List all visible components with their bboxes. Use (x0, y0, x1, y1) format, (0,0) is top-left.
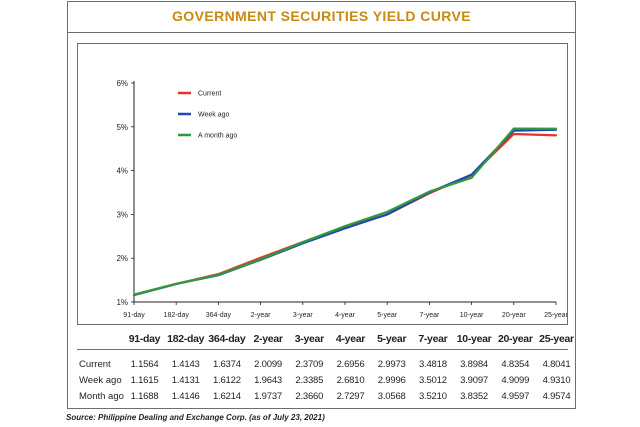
table-cell: 1.1615 (130, 375, 159, 386)
table-cell: 1.1688 (130, 391, 159, 402)
y-tick-label: 2% (116, 254, 128, 263)
x-tick-label: 182-day (164, 312, 190, 319)
table-cell: 2.9973 (377, 359, 406, 370)
table-column-header: 2-year (253, 333, 283, 345)
table-cell: 2.9996 (377, 375, 406, 386)
series-line-a-month-ago (132, 127, 558, 296)
table-cell: 3.8352 (460, 391, 489, 402)
table-cell: 4.9099 (501, 375, 530, 386)
table-column-header: 7-year (418, 333, 448, 345)
table-cell: 1.6374 (212, 359, 241, 370)
x-tick-label: 364-day (206, 312, 232, 319)
x-tick-label: 3-year (293, 312, 314, 319)
table-cell: 3.9097 (460, 375, 489, 386)
x-tick-label: 7-year (419, 312, 440, 319)
table-cell: 2.3660 (295, 391, 324, 402)
table-cell: 4.8041 (542, 359, 571, 370)
legend-label: Current (198, 91, 221, 98)
table-cell: 2.7297 (336, 391, 365, 402)
x-tick-label: 20-year (502, 312, 526, 319)
table-cell: 3.5012 (418, 375, 447, 386)
x-tick-label: 2-year (251, 312, 272, 319)
table-header-divider (77, 349, 568, 350)
chart-title: GOVERNMENT SECURITIES YIELD CURVE (172, 8, 471, 24)
table-column-header: 4-year (335, 333, 366, 345)
series-line-current (132, 132, 558, 297)
table-cell: 1.9643 (254, 375, 283, 386)
table-column-header: 364-day (208, 333, 246, 345)
table-cell: 4.8354 (501, 359, 530, 370)
table-cell: 3.8984 (460, 359, 489, 370)
table-cell: 3.5210 (418, 391, 447, 402)
table-row: Week ago 1.1615 1.4131 1.6122 1.9643 2.3385 2.… (77, 375, 571, 389)
legend-label: A month ago (198, 133, 237, 140)
yield-curve-chart: 1% 2% 3% 4% 5% 6% 91-day 182-day 364-day 2-year 3-… (116, 79, 567, 319)
table-column-header: 25-year (539, 333, 574, 345)
table-column-header: 182-day (167, 333, 205, 345)
y-tick-label: 6% (116, 79, 128, 88)
table-column-header: 20-year (497, 333, 533, 345)
table-cell: 1.1564 (130, 359, 159, 370)
table-cell: 1.9737 (254, 391, 283, 402)
table-cell: 3.4818 (418, 359, 447, 370)
table-cell: 1.4146 (171, 391, 200, 402)
table-cell: 1.6214 (212, 391, 241, 402)
table-cell: 4.9574 (542, 391, 571, 402)
table-row-label: Current (79, 359, 111, 370)
table-column-header: 5-year (377, 333, 407, 345)
title-divider (68, 32, 575, 33)
x-tick-label: 5-year (377, 312, 398, 319)
table-cell: 1.4131 (171, 375, 200, 386)
table-cell: 1.4143 (171, 359, 200, 370)
table-cell: 2.3709 (295, 359, 324, 370)
table-cell: 2.6956 (336, 359, 365, 370)
table-row: Month ago 1.1688 1.4146 1.6214 1.9737 2.3660 2… (77, 391, 571, 405)
table-cell: 1.6122 (212, 375, 241, 386)
x-tick-label: 25-year (544, 312, 567, 319)
y-tick-label: 3% (116, 210, 128, 219)
table-cell: 3.0568 (377, 391, 406, 402)
x-tick-label: 10-year (460, 312, 484, 319)
source-note: Source: Philippine Dealing and Exchange … (66, 413, 325, 422)
table-cell: 2.3385 (295, 375, 324, 386)
x-tick-label: 91-day (123, 312, 145, 319)
table-column-header: 3-year (294, 333, 324, 345)
legend-label: Week ago (198, 112, 229, 119)
table-cell: 2.0099 (254, 359, 283, 370)
x-tick-label: 4-year (335, 312, 356, 319)
table-header-row: 91-day 182-day 364-day 2-year 3-year 4-year 5-… (77, 333, 574, 347)
table-row: Current 1.1564 1.4143 1.6374 2.0099 2.3709 2.6… (77, 359, 571, 373)
y-tick-label: 5% (116, 123, 128, 132)
chart-area: 1% 2% 3% 4% 5% 6% 91-day 182-day 364-day 2-year 3-… (77, 43, 568, 325)
figure-frame: GOVERNMENT SECURITIES YIELD CURVE 1% 2% 3%… (67, 1, 576, 409)
table-cell: 4.9597 (501, 391, 530, 402)
table-cell: 2.6810 (336, 375, 365, 386)
y-tick-label: 4% (116, 167, 128, 176)
table-row-label: Month ago (79, 391, 124, 402)
table-column-header: 91-day (128, 333, 161, 345)
y-tick-label: 1% (116, 298, 128, 307)
table-cell: 4.9310 (542, 375, 571, 386)
table-column-header: 10-year (456, 333, 492, 345)
table-row-label: Week ago (79, 375, 122, 386)
